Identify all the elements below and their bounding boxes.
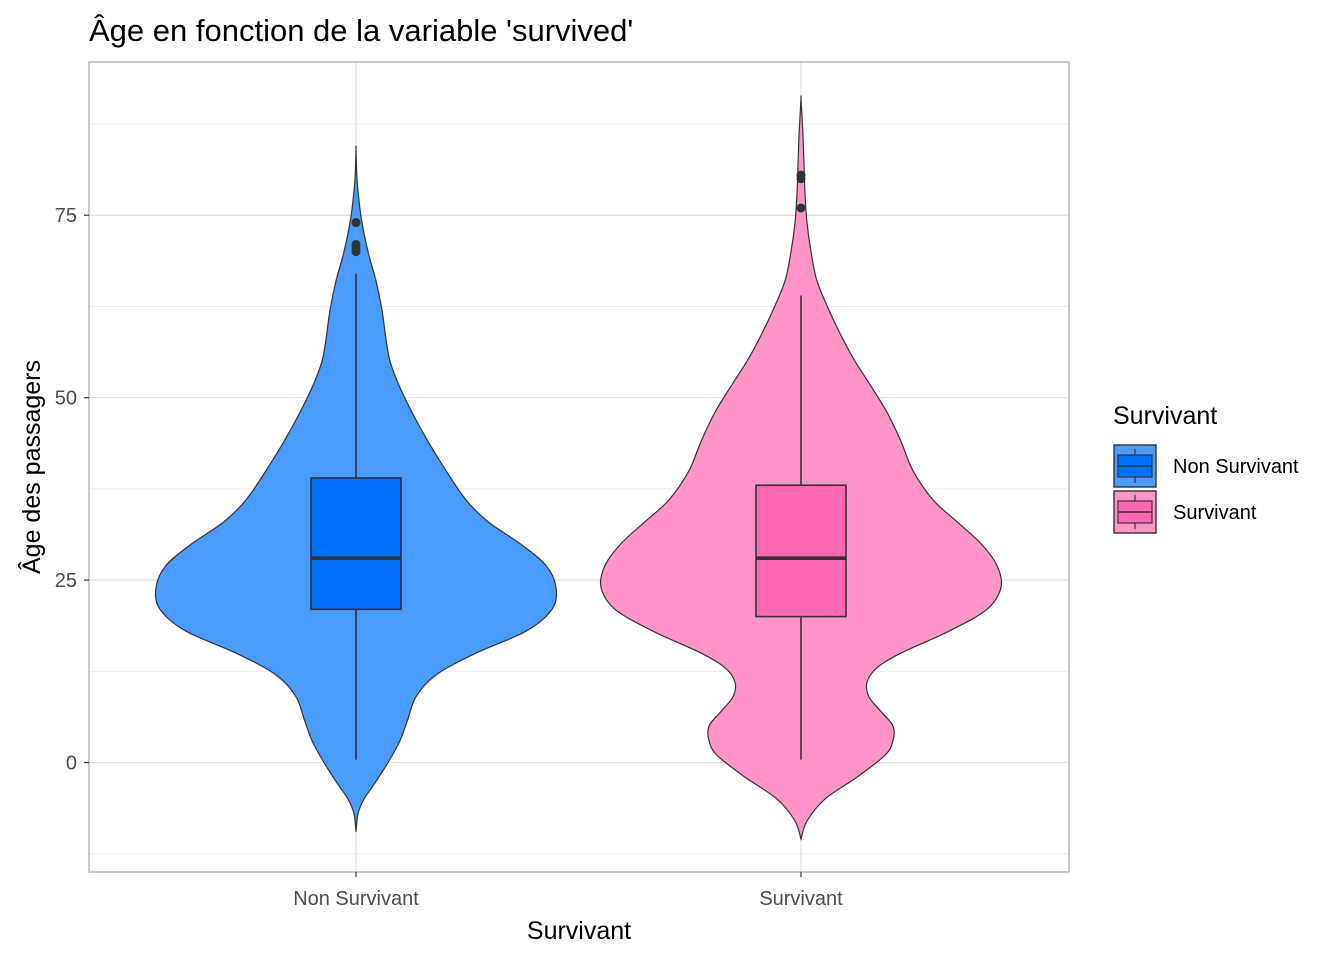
x-tick-label: Non Survivant: [293, 888, 419, 910]
box-survivant: [755, 484, 847, 618]
x-axis-title: Survivant: [527, 917, 631, 945]
grid-minor: [89, 123, 1069, 855]
legend-label-non-survivant: Non Survivant: [1173, 456, 1299, 478]
legend-label-survivant: Survivant: [1173, 502, 1257, 524]
plot-border: [88, 61, 1070, 873]
y-tick-label: 75: [55, 205, 77, 227]
y-tick-label: 0: [66, 753, 77, 775]
y-axis-ticks: 0 25 50 75: [55, 205, 89, 775]
outlier-point: [351, 239, 361, 249]
outlier-point: [351, 218, 361, 228]
legend-keys: Non Survivant Survivant: [1113, 444, 1299, 534]
x-tick-label: Survivant: [759, 888, 843, 910]
chart-title: Âge en fonction de la variable 'survived…: [89, 13, 633, 48]
legend: Survivant Non Survivant Survivant: [1113, 402, 1299, 534]
y-tick-label: 25: [55, 570, 77, 592]
y-axis-title: Âge des passagers: [17, 360, 46, 574]
plot-panel: [89, 62, 1069, 872]
boxplots: [310, 170, 847, 760]
box-non-survivant: [310, 477, 402, 611]
outlier-point: [796, 203, 806, 213]
legend-title: Survivant: [1113, 402, 1217, 430]
y-tick-label: 50: [55, 388, 77, 410]
x-axis-ticks: Non Survivant Survivant: [293, 872, 843, 910]
outlier-point: [796, 170, 806, 180]
